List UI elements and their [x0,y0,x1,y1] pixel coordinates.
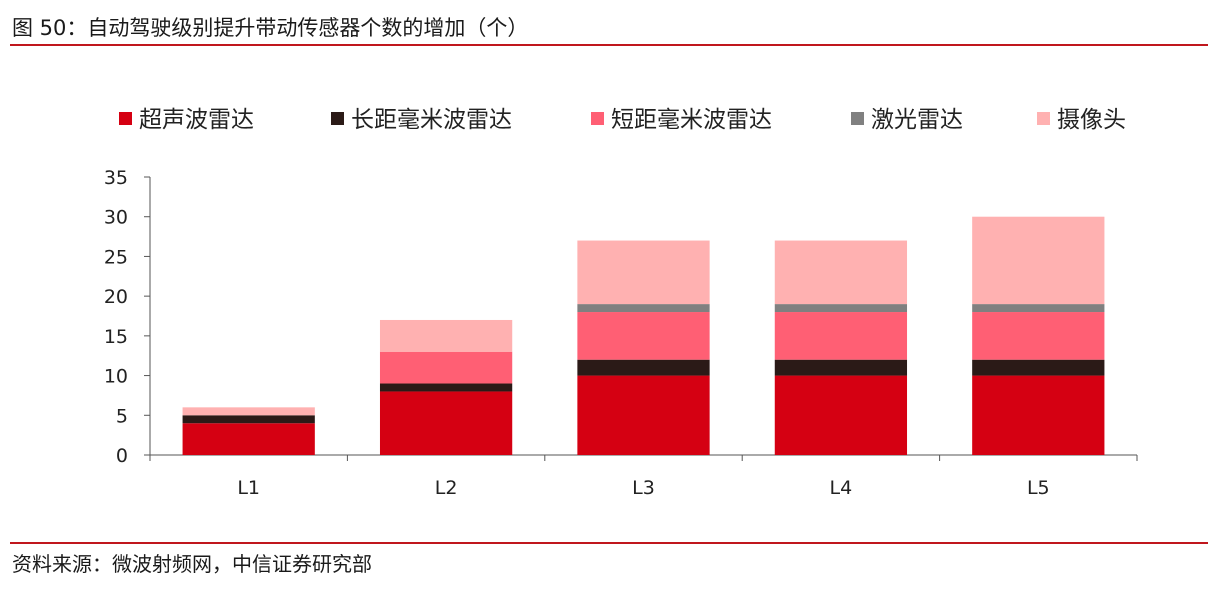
legend-swatch [591,112,604,125]
legend-label: 超声波雷达 [139,107,254,133]
bar-segment [379,383,513,392]
y-tick-label: 30 [104,207,128,229]
y-tick-label: 15 [104,326,128,348]
bar-segment [774,240,908,305]
bar-segment [972,375,1105,455]
bar-segment [379,391,513,455]
y-tick-label: 35 [104,167,128,189]
bar-segment [577,312,710,360]
source-divider [10,542,1208,544]
y-tick-label: 5 [116,405,128,427]
y-tick-label: 10 [104,366,128,388]
bar-segment [182,415,315,424]
x-tick-label: L1 [237,477,260,499]
figure-source: 资料来源：微波射频网，中信证券研究部 [12,552,372,576]
y-axis: 0 5 10 15 20 25 30 35 [104,167,151,467]
legend-swatch [1037,112,1050,125]
legend-swatch [119,112,132,125]
y-tick-label: 20 [104,286,128,308]
bar-segment [774,304,908,313]
legend-label: 短距毫米波雷达 [611,107,772,133]
x-axis: L1 L2 L3 L4 L5 [149,454,1138,499]
stacked-bar-chart: 超声波雷达 长距毫米波雷达 短距毫米波雷达 激光雷达 摄像头 0 5 10 15 20 25 30 3… [104,107,1138,499]
bar-segment [774,359,908,376]
legend-label: 长距毫米波雷达 [351,107,512,133]
chart-legend: 超声波雷达 长距毫米波雷达 短距毫米波雷达 激光雷达 摄像头 [119,107,1126,133]
bar-segment [972,304,1105,313]
bar-segment [182,407,315,416]
bar-segment [972,359,1105,376]
x-tick-label: L4 [830,477,853,499]
figure-title: 图 50：自动驾驶级别提升带动传感器个数的增加（个） [12,16,529,40]
x-tick-label: L3 [632,477,655,499]
legend-swatch [331,112,344,125]
bar-segment [774,312,908,360]
x-tick-label: L5 [1027,477,1050,499]
y-tick-label: 0 [116,445,128,467]
bar-segment [577,304,710,313]
y-tick-label: 25 [104,246,128,268]
bar-segment [972,216,1105,305]
bar-segment [182,423,315,455]
bar-segment [577,375,710,455]
bar-segment [972,312,1105,360]
x-tick-label: L2 [435,477,458,499]
bar-segment [379,319,513,352]
bar-stacks [182,216,1105,455]
legend-label: 摄像头 [1057,107,1126,133]
bar-segment [774,375,908,455]
legend-label: 激光雷达 [871,107,963,133]
legend-swatch [851,112,864,125]
bar-segment [577,240,710,305]
title-divider [10,44,1208,46]
bar-segment [379,351,513,384]
bar-segment [577,359,710,376]
